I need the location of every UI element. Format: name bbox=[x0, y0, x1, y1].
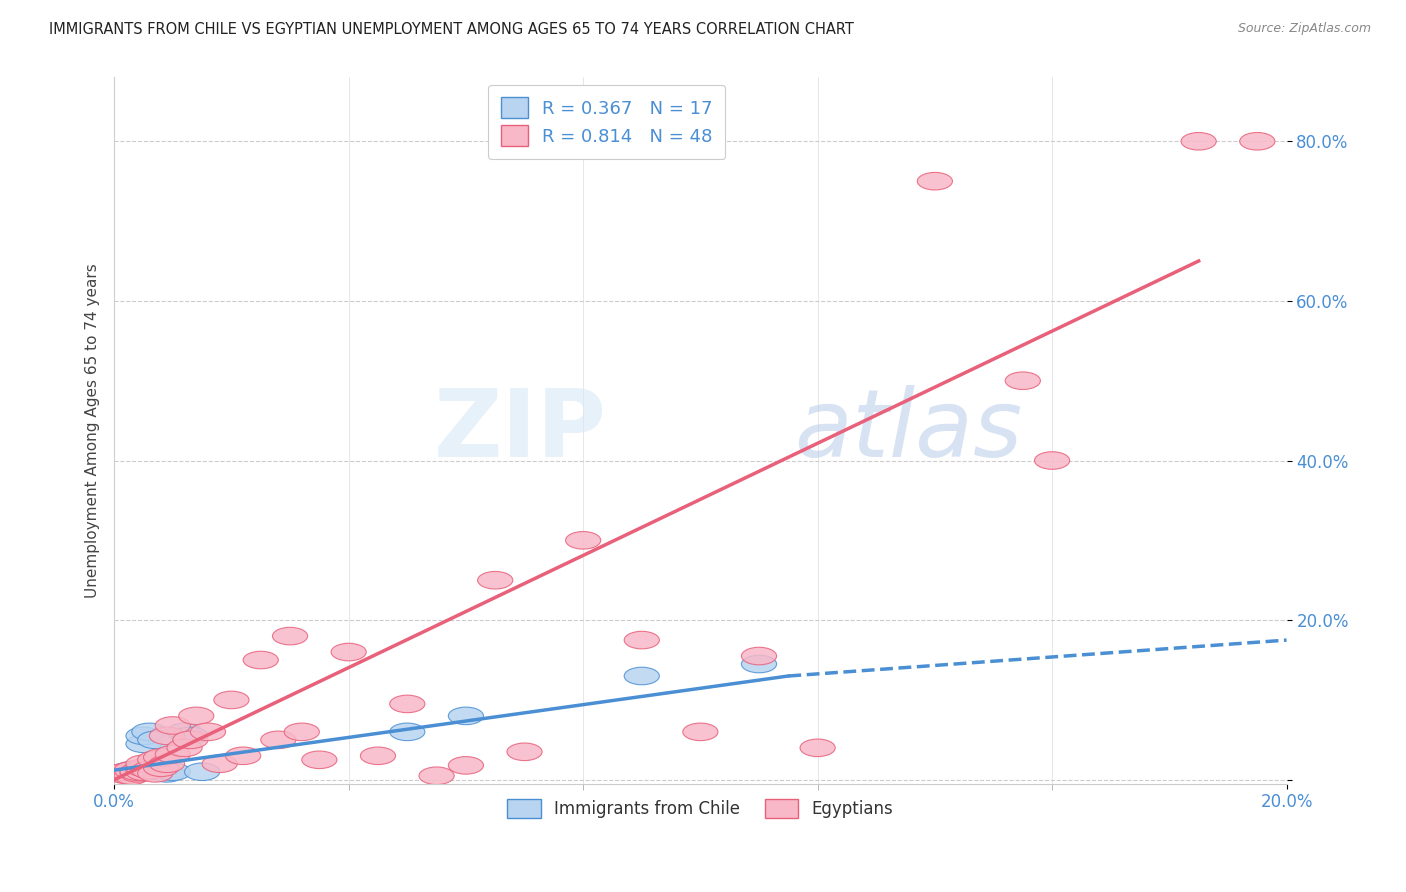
Ellipse shape bbox=[917, 172, 952, 190]
Ellipse shape bbox=[179, 707, 214, 724]
Ellipse shape bbox=[108, 763, 143, 780]
Ellipse shape bbox=[120, 764, 155, 782]
Ellipse shape bbox=[120, 763, 155, 780]
Ellipse shape bbox=[565, 532, 600, 549]
Ellipse shape bbox=[108, 763, 143, 780]
Ellipse shape bbox=[173, 731, 208, 748]
Text: ZIP: ZIP bbox=[433, 384, 606, 476]
Ellipse shape bbox=[132, 723, 167, 740]
Ellipse shape bbox=[132, 762, 167, 779]
Ellipse shape bbox=[741, 656, 776, 673]
Ellipse shape bbox=[149, 755, 184, 772]
Ellipse shape bbox=[127, 763, 162, 780]
Ellipse shape bbox=[127, 735, 162, 753]
Ellipse shape bbox=[103, 764, 138, 782]
Ellipse shape bbox=[155, 763, 190, 780]
Ellipse shape bbox=[143, 748, 179, 766]
Ellipse shape bbox=[114, 762, 149, 779]
Text: Source: ZipAtlas.com: Source: ZipAtlas.com bbox=[1237, 22, 1371, 36]
Ellipse shape bbox=[143, 762, 179, 779]
Ellipse shape bbox=[225, 747, 260, 764]
Ellipse shape bbox=[1005, 372, 1040, 390]
Ellipse shape bbox=[360, 747, 395, 764]
Ellipse shape bbox=[1035, 451, 1070, 469]
Text: IMMIGRANTS FROM CHILE VS EGYPTIAN UNEMPLOYMENT AMONG AGES 65 TO 74 YEARS CORRELA: IMMIGRANTS FROM CHILE VS EGYPTIAN UNEMPL… bbox=[49, 22, 853, 37]
Legend: Immigrants from Chile, Egyptians: Immigrants from Chile, Egyptians bbox=[501, 792, 900, 825]
Ellipse shape bbox=[330, 643, 366, 661]
Ellipse shape bbox=[202, 755, 238, 772]
Ellipse shape bbox=[419, 767, 454, 785]
Ellipse shape bbox=[302, 751, 337, 769]
Ellipse shape bbox=[741, 648, 776, 665]
Ellipse shape bbox=[149, 727, 184, 745]
Ellipse shape bbox=[449, 756, 484, 774]
Ellipse shape bbox=[155, 746, 190, 763]
Ellipse shape bbox=[149, 764, 184, 782]
Ellipse shape bbox=[190, 723, 225, 740]
Ellipse shape bbox=[683, 723, 718, 740]
Ellipse shape bbox=[173, 727, 208, 745]
Ellipse shape bbox=[273, 627, 308, 645]
Ellipse shape bbox=[449, 707, 484, 724]
Ellipse shape bbox=[624, 632, 659, 648]
Ellipse shape bbox=[108, 766, 143, 784]
Ellipse shape bbox=[1240, 133, 1275, 150]
Ellipse shape bbox=[120, 763, 155, 780]
Ellipse shape bbox=[143, 759, 179, 777]
Ellipse shape bbox=[478, 572, 513, 589]
Ellipse shape bbox=[167, 723, 202, 740]
Ellipse shape bbox=[389, 723, 425, 740]
Ellipse shape bbox=[138, 751, 173, 769]
Ellipse shape bbox=[800, 739, 835, 756]
Ellipse shape bbox=[184, 763, 219, 780]
Ellipse shape bbox=[114, 767, 149, 785]
Ellipse shape bbox=[114, 762, 149, 779]
Ellipse shape bbox=[167, 739, 202, 756]
Ellipse shape bbox=[1181, 133, 1216, 150]
Text: atlas: atlas bbox=[794, 385, 1022, 476]
Ellipse shape bbox=[155, 716, 190, 734]
Ellipse shape bbox=[624, 667, 659, 685]
Ellipse shape bbox=[260, 731, 295, 748]
Ellipse shape bbox=[138, 731, 173, 748]
Ellipse shape bbox=[284, 723, 319, 740]
Ellipse shape bbox=[127, 759, 162, 777]
Ellipse shape bbox=[138, 764, 173, 782]
Ellipse shape bbox=[508, 743, 543, 761]
Ellipse shape bbox=[243, 651, 278, 669]
Ellipse shape bbox=[389, 695, 425, 713]
Ellipse shape bbox=[214, 691, 249, 709]
Ellipse shape bbox=[127, 755, 162, 772]
Ellipse shape bbox=[127, 727, 162, 745]
Y-axis label: Unemployment Among Ages 65 to 74 years: Unemployment Among Ages 65 to 74 years bbox=[86, 263, 100, 598]
